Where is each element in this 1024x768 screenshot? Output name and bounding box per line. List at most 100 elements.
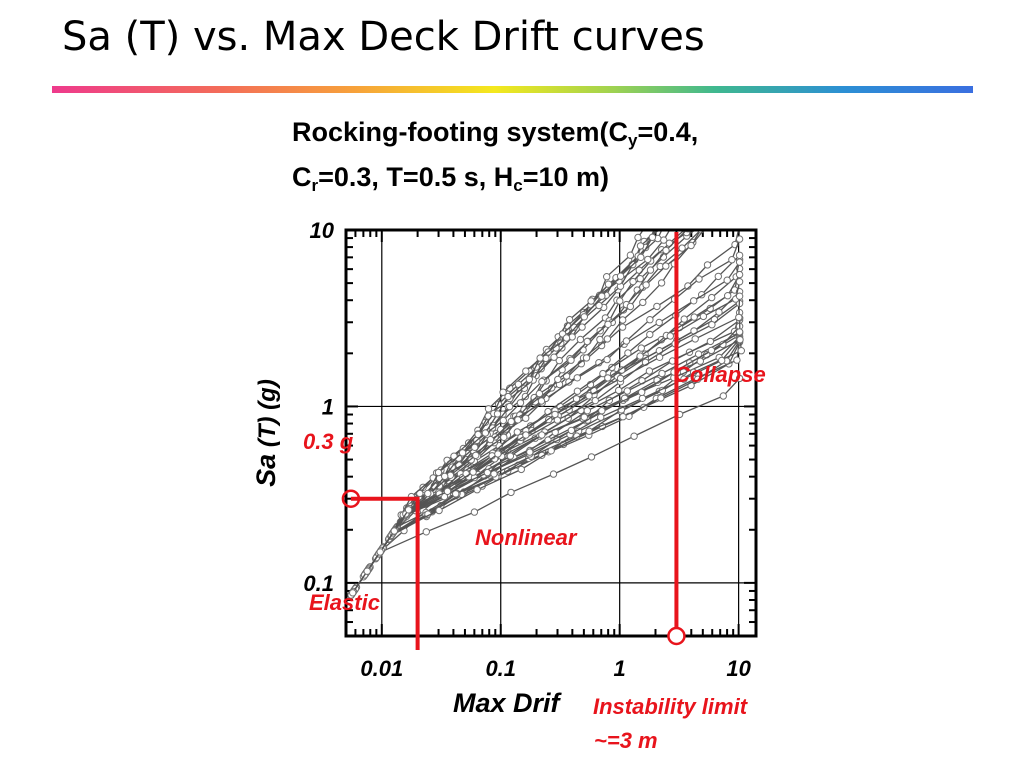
ida-point [525, 375, 533, 383]
ida-point [703, 261, 712, 269]
ida-point [521, 392, 530, 401]
ida-point [608, 363, 616, 372]
ida-point [735, 313, 743, 322]
ida-point [538, 431, 546, 439]
ida-point [376, 548, 384, 556]
heading-sub-c: c [513, 176, 523, 195]
ida-point [637, 253, 645, 261]
ida-point [616, 297, 624, 305]
ida-point [714, 272, 722, 281]
ida-point [603, 355, 611, 364]
title-divider [52, 86, 973, 93]
ida-point [583, 407, 591, 415]
ida-point [655, 318, 663, 327]
ida-point [520, 384, 529, 392]
heading-text-4: =0.3, T=0.5 s, H [318, 162, 514, 192]
chart-heading-line-2: Cr=0.3, T=0.5 s, Hc=10 m) [292, 159, 698, 204]
ida-point [678, 244, 686, 252]
ida-point [644, 255, 652, 264]
heading-text-3: C [292, 162, 312, 192]
ida-point [662, 246, 670, 255]
ida-point [578, 323, 586, 331]
ida-point [648, 216, 654, 222]
x-tick-label: 10 [726, 656, 751, 681]
ida-point [619, 413, 627, 421]
ida-point [514, 416, 522, 424]
ida-point [735, 258, 744, 266]
ida-point [657, 394, 665, 402]
ida-point [587, 453, 596, 461]
ida-point [737, 347, 745, 355]
ida-point [585, 427, 593, 435]
ida-point [349, 589, 357, 597]
ida-point [736, 222, 742, 228]
ida-point [637, 344, 645, 352]
y-tick-label: 0.1 [303, 571, 334, 596]
ida-point [506, 452, 515, 460]
ida-point [660, 236, 668, 244]
ida-point [471, 443, 479, 451]
ida-point [551, 410, 559, 419]
ida-point [585, 392, 593, 400]
heading-sub-y: y [628, 131, 638, 150]
ida-point [663, 217, 669, 223]
elastic-limit-line [350, 496, 420, 650]
ida-point [695, 275, 703, 283]
ida-point [626, 302, 635, 311]
ida-point [576, 335, 585, 344]
ida-point [694, 375, 702, 383]
ida-point [516, 399, 525, 407]
ida-point [470, 508, 479, 516]
ida-point [707, 346, 716, 355]
chart-heading: Rocking-footing system(Cy=0.4, Cr=0.3, T… [292, 114, 698, 204]
ida-point [735, 270, 744, 279]
ida-point [591, 396, 599, 405]
ida-point [728, 256, 736, 264]
ida-point [715, 308, 723, 316]
ida-point [587, 297, 595, 305]
heading-text-2: =0.4, [637, 117, 699, 147]
ida-point [735, 328, 744, 336]
ida-point [565, 315, 574, 324]
ida-point [655, 353, 664, 361]
ida-point [596, 335, 604, 344]
ida-point [434, 468, 443, 477]
ida-point [664, 218, 670, 224]
ida-point [634, 233, 642, 242]
y-axis-label-rest: (T) (g) [254, 379, 281, 454]
y-tick-label: 1 [322, 394, 334, 419]
ida-point [690, 313, 698, 321]
ida-point [638, 394, 647, 402]
ida-point [615, 386, 623, 395]
slide-title: Sa (T) vs. Max Deck Drift curves [62, 14, 705, 60]
ida-point [500, 433, 508, 441]
ida-point [555, 356, 563, 365]
ida-point [424, 489, 432, 498]
ida-point [642, 281, 650, 289]
ida-point [494, 450, 502, 458]
ida-point [735, 251, 744, 260]
ida-point [538, 377, 546, 386]
ida-point [469, 468, 477, 476]
ida-point [646, 266, 655, 274]
ida-point [639, 298, 647, 307]
ida-point [629, 277, 637, 286]
ida-point [507, 417, 515, 426]
x-axis-label: Max Drif [453, 688, 563, 718]
ida-point [390, 527, 398, 535]
ida-point [699, 312, 708, 321]
ida-point [547, 447, 555, 455]
ida-point [648, 233, 657, 242]
annotation-elastic: Elastic [309, 590, 380, 615]
ida-point [474, 430, 482, 439]
ida-point [636, 352, 644, 360]
ida-point [687, 221, 693, 227]
ida-point [579, 346, 587, 354]
ida-point [630, 432, 638, 440]
ida-point [549, 470, 558, 478]
annotations [341, 232, 686, 650]
ida-point [646, 316, 654, 324]
ida-point [363, 567, 371, 575]
instability-limit-marker [667, 626, 686, 646]
ida-point [657, 279, 666, 287]
